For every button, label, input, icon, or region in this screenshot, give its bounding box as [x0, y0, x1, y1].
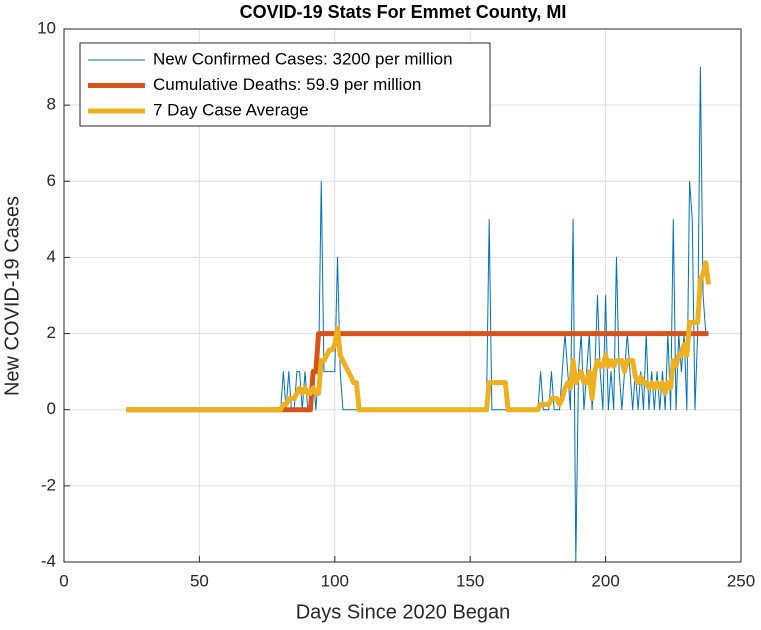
x-axis-label: Days Since 2020 Began [296, 601, 511, 623]
legend-label: Cumulative Deaths: 59.9 per million [153, 75, 421, 94]
chart-title: COVID-19 Stats For Emmet County, MI [240, 2, 567, 22]
legend-box [79, 42, 491, 127]
x-tick-label: 250 [727, 571, 755, 590]
x-tick-label: 150 [456, 571, 484, 590]
x-tick-label: 50 [190, 571, 209, 590]
legend-label: 7 Day Case Average [153, 100, 309, 119]
x-tick-label: 100 [321, 571, 349, 590]
data-line [126, 260, 711, 413]
x-tick-label: 200 [591, 571, 619, 590]
y-tick-label: -2 [41, 475, 56, 494]
x-tick-label: 0 [59, 571, 68, 590]
y-tick-label: 10 [37, 18, 56, 37]
y-axis-label: New COVID-19 Cases [1, 196, 23, 396]
y-tick-label: 4 [47, 247, 56, 266]
y-tick-label: 0 [47, 399, 56, 418]
y-tick-label: 8 [47, 95, 56, 114]
y-tick-label: 2 [47, 323, 56, 342]
y-tick-label: -4 [41, 551, 56, 570]
y-tick-label: 6 [47, 171, 56, 190]
plot-frame [63, 28, 742, 563]
legend-label: New Confirmed Cases: 3200 per million [153, 49, 453, 68]
